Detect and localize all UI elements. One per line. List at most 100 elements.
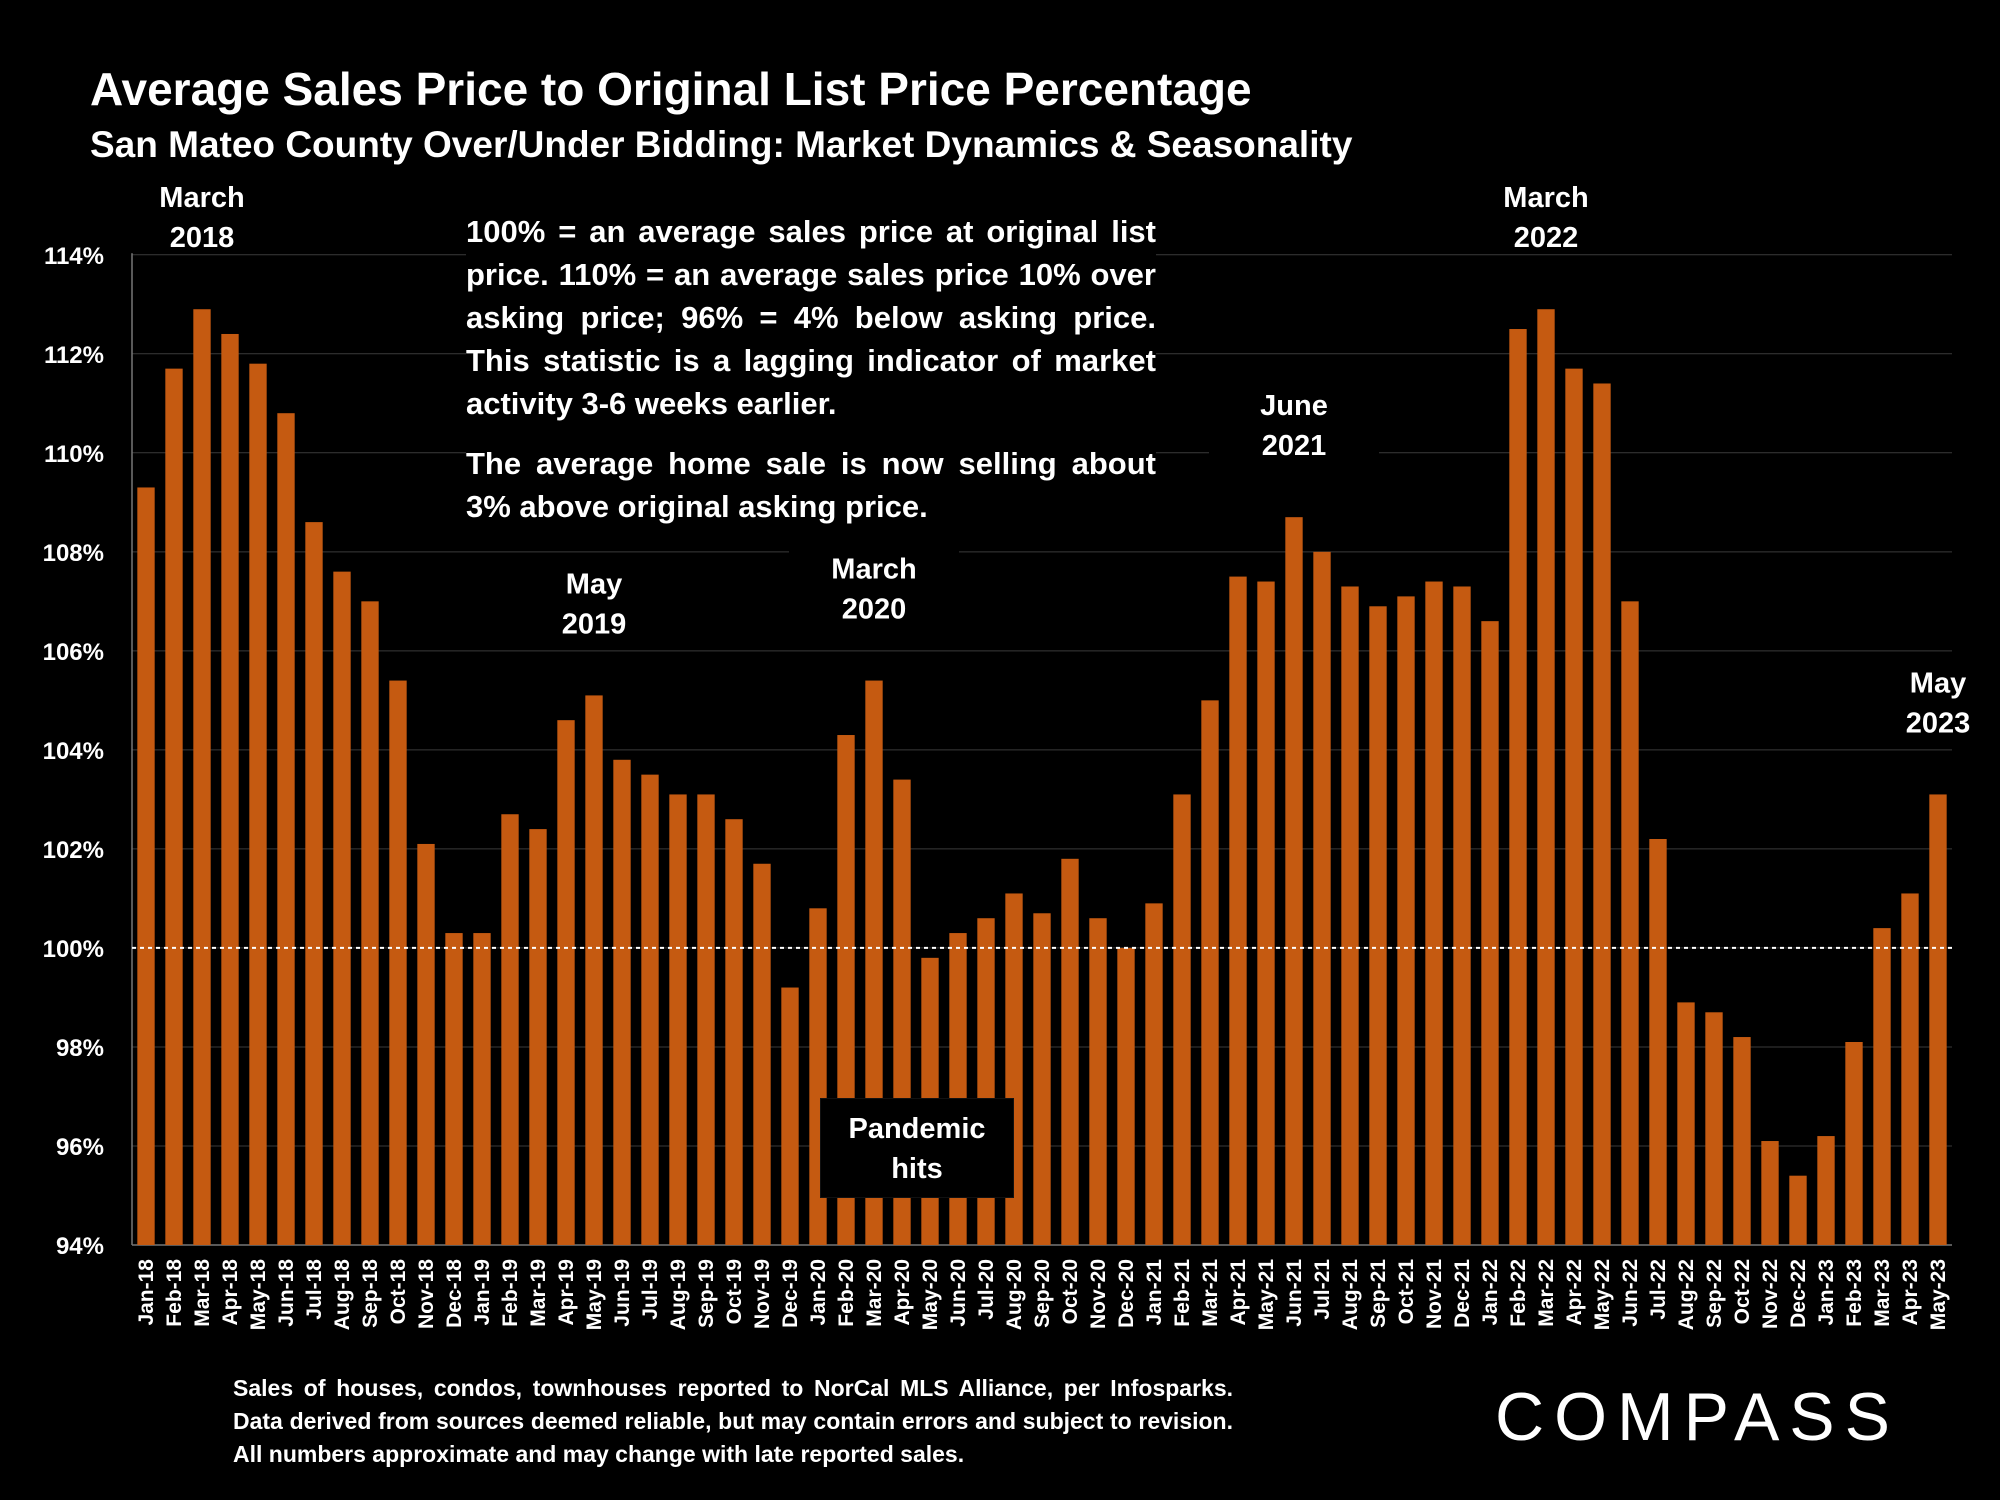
peak-annotation-year: 2021 <box>1262 430 1327 462</box>
x-tick-label: Jun-19 <box>611 1259 634 1327</box>
chart-subtitle: San Mateo County Over/Under Bidding: Mar… <box>90 124 1353 165</box>
peak-annotation-year: 2022 <box>1514 222 1579 254</box>
bar <box>333 571 351 1245</box>
x-tick-label: May-18 <box>247 1259 270 1331</box>
peak-annotation-year: 2019 <box>562 608 627 640</box>
bar <box>1705 1012 1723 1245</box>
x-tick-label: Dec-21 <box>1451 1259 1474 1328</box>
bar <box>697 794 715 1245</box>
x-tick-label: Jul-19 <box>639 1259 662 1320</box>
x-tick-label: May-22 <box>1591 1259 1614 1330</box>
bar <box>1733 1037 1751 1245</box>
compass-logo: COMPASS <box>1495 1379 1901 1455</box>
bar <box>1481 621 1499 1245</box>
annotation-background <box>1461 167 1631 254</box>
x-tick-label: Apr-20 <box>891 1259 914 1326</box>
y-tick-label: 106% <box>43 639 104 666</box>
x-tick-label: Dec-20 <box>1115 1259 1138 1328</box>
x-tick-label: Mar-21 <box>1199 1259 1222 1327</box>
bar <box>1677 1002 1695 1245</box>
annotation-background <box>509 553 679 640</box>
x-tick-label: Feb-20 <box>835 1259 858 1327</box>
peak-annotation-month: June <box>1260 390 1328 422</box>
x-tick-label: Aug-22 <box>1675 1259 1698 1330</box>
bar <box>473 933 491 1245</box>
bar <box>557 720 575 1245</box>
peak-annotation-year: 2020 <box>842 594 907 626</box>
bar <box>193 309 211 1246</box>
bar <box>1229 576 1247 1245</box>
bar <box>361 601 379 1245</box>
x-tick-label: Apr-21 <box>1227 1259 1250 1326</box>
bar <box>1621 601 1639 1245</box>
bar <box>1873 928 1891 1245</box>
bar <box>1929 794 1947 1245</box>
x-tick-label: Oct-22 <box>1731 1259 1754 1324</box>
x-tick-label: May-20 <box>919 1259 942 1330</box>
x-tick-label: May-19 <box>583 1259 606 1330</box>
x-tick-label: Nov-20 <box>1087 1259 1110 1329</box>
x-tick-label: Nov-18 <box>415 1259 438 1329</box>
x-tick-label: Nov-21 <box>1423 1259 1446 1329</box>
peak-annotation-month: May <box>566 568 622 600</box>
bar <box>949 933 967 1245</box>
bar <box>1033 913 1051 1245</box>
bar <box>1285 517 1303 1245</box>
bar <box>1509 329 1527 1245</box>
x-tick-label: Feb-21 <box>1171 1259 1194 1327</box>
x-tick-label: Jan-23 <box>1815 1259 1838 1326</box>
peak-annotation-year: 2018 <box>170 222 235 254</box>
x-tick-label: Jun-18 <box>275 1259 298 1327</box>
x-tick-label: Mar-18 <box>191 1259 214 1327</box>
peak-annotation-month: March <box>159 182 244 214</box>
bar <box>1817 1136 1835 1245</box>
bar <box>1901 893 1919 1245</box>
x-tick-label: Jan-21 <box>1143 1259 1166 1326</box>
pandemic-line1: Pandemic <box>848 1113 986 1145</box>
bar <box>529 829 547 1245</box>
bar <box>725 819 743 1245</box>
bar <box>1369 606 1387 1245</box>
chart-title: Average Sales Price to Original List Pri… <box>90 63 1252 115</box>
y-tick-label: 102% <box>43 837 104 864</box>
x-tick-label: Dec-22 <box>1787 1259 1810 1328</box>
bar <box>305 522 323 1245</box>
x-tick-label: Jul-20 <box>975 1259 998 1320</box>
annotation-background <box>1209 375 1379 462</box>
bar <box>417 843 435 1245</box>
bar <box>249 363 267 1245</box>
x-tick-label: Jan-22 <box>1479 1259 1502 1326</box>
x-tick-label: May-23 <box>1927 1259 1950 1330</box>
explanation-note: 100% = an average sales price at origina… <box>466 210 1156 425</box>
x-tick-label: Aug-20 <box>1003 1259 1026 1330</box>
bar <box>1117 947 1135 1245</box>
x-tick-label: Sep-18 <box>359 1259 382 1328</box>
x-tick-label: Feb-18 <box>163 1259 186 1327</box>
x-tick-label: Mar-22 <box>1535 1259 1558 1327</box>
bar <box>165 368 183 1245</box>
y-tick-label: 110% <box>44 441 104 468</box>
bar <box>1845 1042 1863 1245</box>
y-tick-label: 108% <box>43 540 104 567</box>
x-tick-label: Mar-19 <box>527 1259 550 1327</box>
bar <box>1061 858 1079 1245</box>
bar <box>501 814 519 1245</box>
x-tick-label: Jan-18 <box>135 1259 158 1326</box>
x-tick-label: Nov-19 <box>751 1259 774 1329</box>
x-tick-label: Feb-19 <box>499 1259 522 1327</box>
bar <box>1145 903 1163 1245</box>
bar <box>1341 586 1359 1245</box>
bar <box>277 413 295 1245</box>
bar <box>641 774 659 1245</box>
x-tick-label: Jul-22 <box>1647 1259 1670 1320</box>
bar <box>1257 581 1275 1245</box>
y-tick-label: 100% <box>43 936 104 963</box>
peak-annotation-month: March <box>831 554 916 586</box>
y-tick-label: 104% <box>43 738 104 765</box>
x-tick-label: Apr-18 <box>219 1259 242 1326</box>
bar <box>1397 596 1415 1245</box>
x-tick-label: Jan-19 <box>471 1259 494 1326</box>
x-tick-label: Oct-20 <box>1059 1259 1082 1324</box>
x-tick-label: Apr-23 <box>1899 1259 1922 1326</box>
x-tick-label: Jun-20 <box>947 1259 970 1327</box>
